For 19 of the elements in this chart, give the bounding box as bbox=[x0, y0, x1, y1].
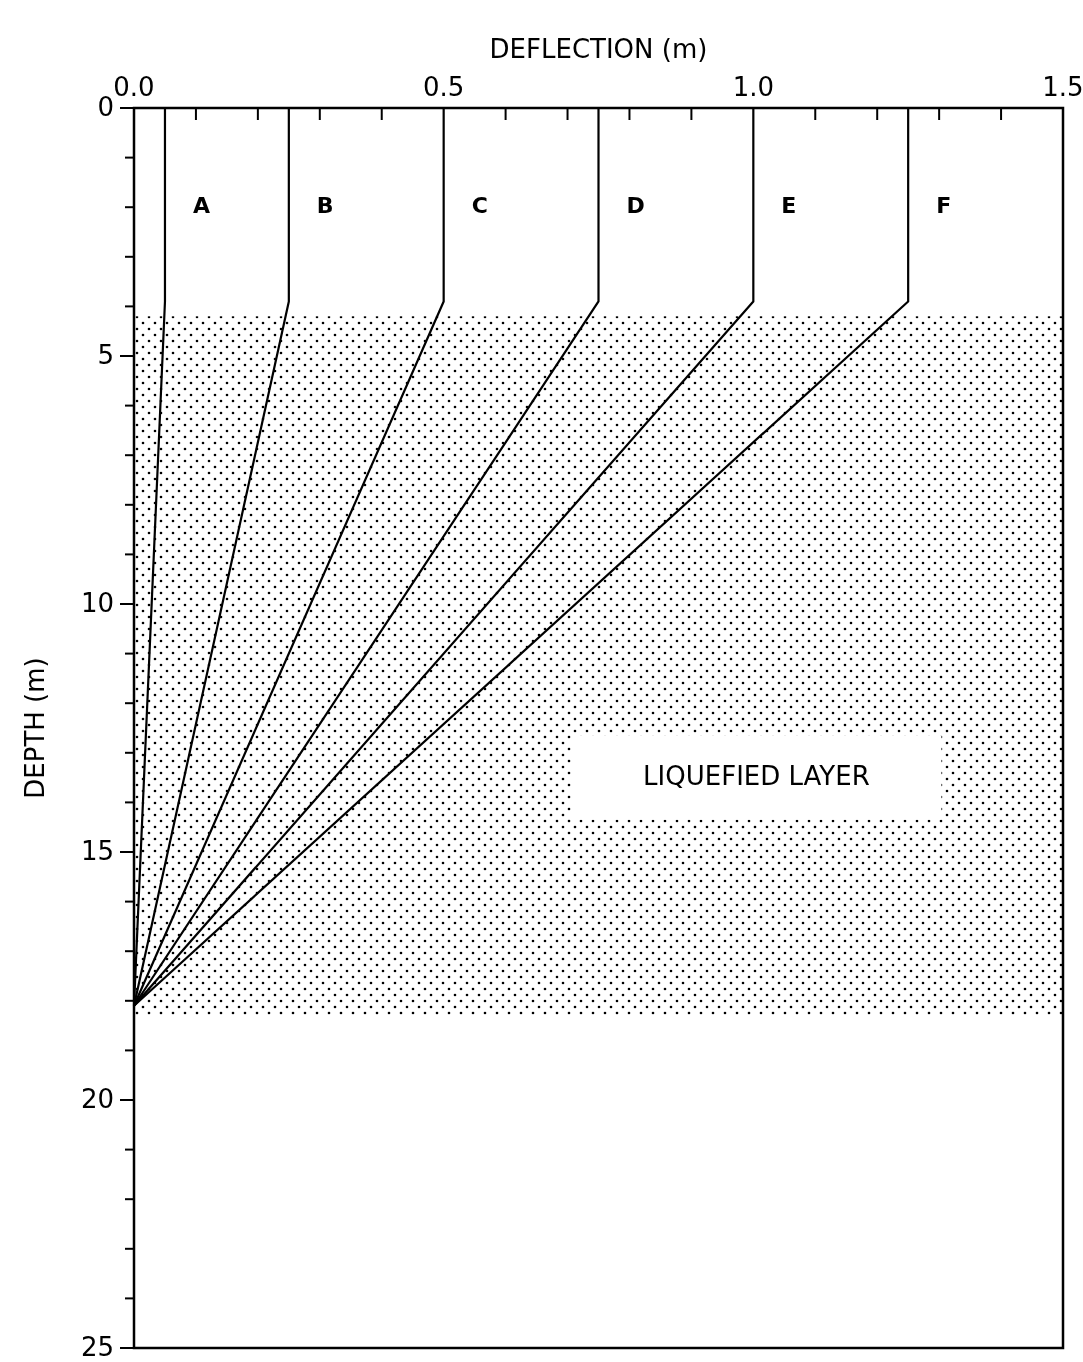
x-tick-label: 1.5 bbox=[1042, 72, 1083, 102]
series-label: F bbox=[936, 193, 952, 218]
y-tick-label: 5 bbox=[97, 339, 114, 370]
x-axis-title: DEFLECTION (m) bbox=[489, 34, 708, 64]
series-label: D bbox=[626, 193, 645, 218]
annotation: LIQUEFIED LAYER bbox=[643, 761, 870, 792]
series-label: C bbox=[471, 193, 488, 218]
y-tick-label: 15 bbox=[80, 835, 114, 866]
y-tick-label: 0 bbox=[97, 91, 114, 122]
series-label: B bbox=[316, 193, 334, 218]
y-axis-title: DEPTH (m) bbox=[20, 657, 50, 799]
series-label: A bbox=[192, 193, 210, 218]
y-tick-label: 20 bbox=[80, 1083, 114, 1114]
x-tick-label: 0.5 bbox=[422, 72, 465, 102]
y-tick-label: 10 bbox=[80, 587, 114, 618]
series-label: E bbox=[781, 193, 797, 218]
x-tick-label: 1.0 bbox=[732, 72, 775, 102]
y-tick-label: 25 bbox=[80, 1331, 114, 1362]
x-tick-label: 0.0 bbox=[113, 72, 155, 102]
